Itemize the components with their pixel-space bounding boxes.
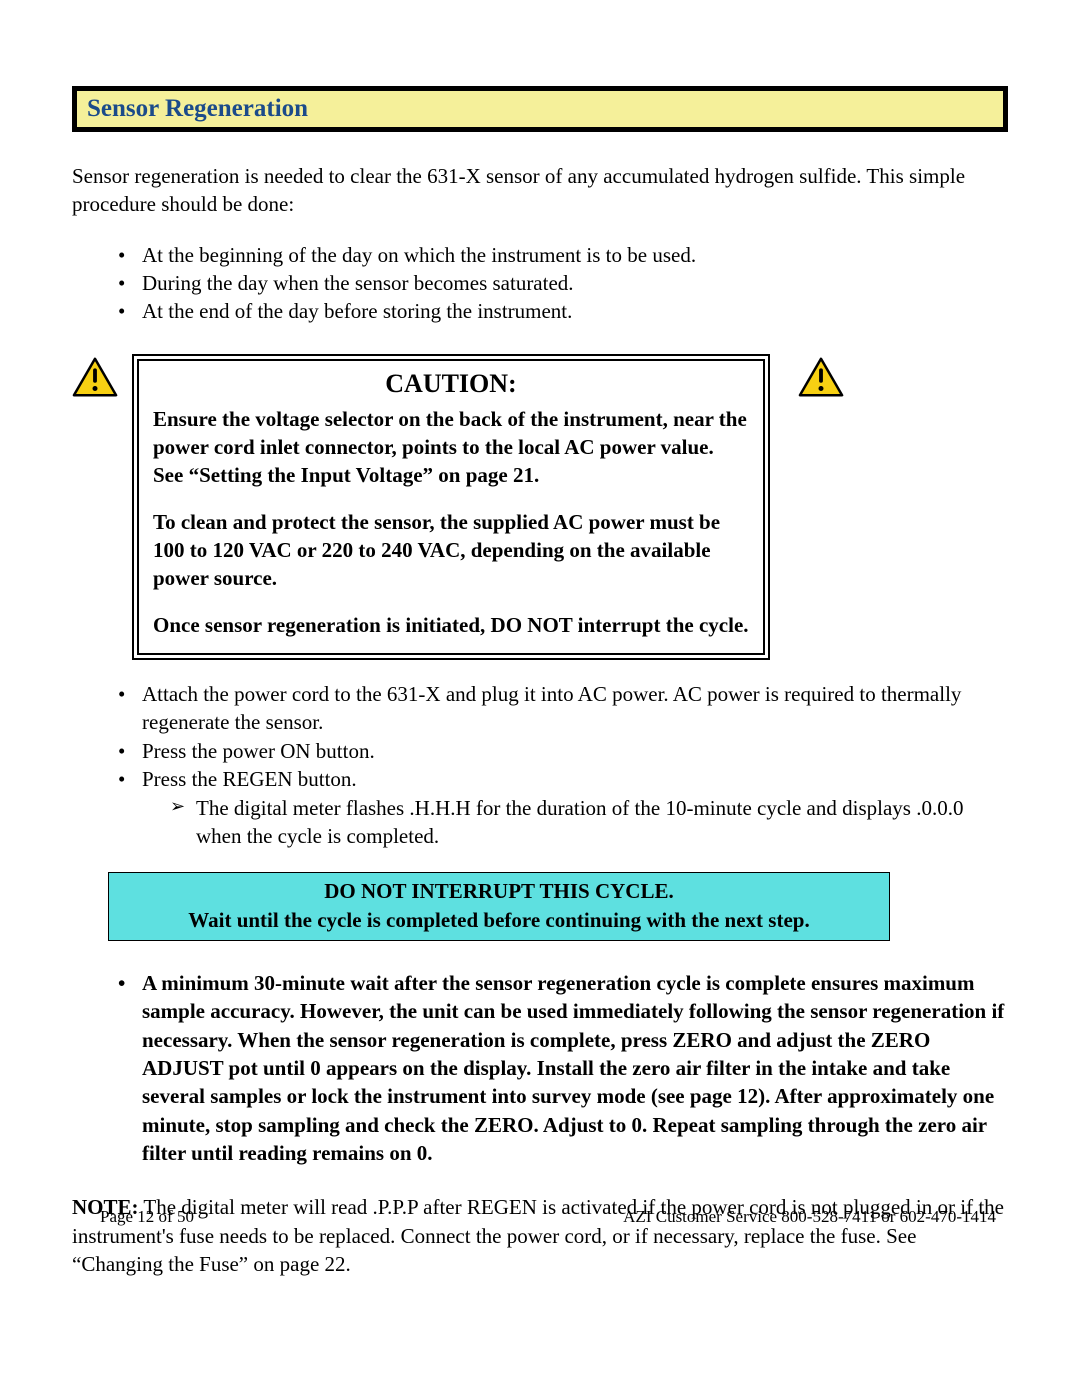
caution-row: CAUTION: Ensure the voltage selector on … <box>72 354 1008 660</box>
section-header: Sensor Regeneration <box>72 86 1008 132</box>
list-item: At the beginning of the day on which the… <box>124 241 1008 269</box>
list-item: At the end of the day before storing the… <box>124 297 1008 325</box>
caution-title: CAUTION: <box>153 369 749 399</box>
bold-list-item: A minimum 30-minute wait after the senso… <box>124 969 1008 1167</box>
caution-para: Ensure the voltage selector on the back … <box>153 405 749 490</box>
warning-icon <box>72 356 118 398</box>
caution-para: To clean and protect the sensor, the sup… <box>153 508 749 593</box>
caution-box: CAUTION: Ensure the voltage selector on … <box>132 354 770 660</box>
warning-icon <box>798 356 844 398</box>
interrupt-warning-box: DO NOT INTERRUPT THIS CYCLE. Wait until … <box>108 872 890 941</box>
footer-page: Page 12 of 50 <box>100 1207 194 1227</box>
page-footer: Page 12 of 50 AZI Customer Service 800-5… <box>100 1207 996 1227</box>
sub-list: The digital meter flashes .H.H.H for the… <box>142 794 1008 851</box>
interrupt-line: DO NOT INTERRUPT THIS CYCLE. <box>117 877 881 905</box>
list-item: Attach the power cord to the 631-X and p… <box>124 680 1008 737</box>
bullet-list-b: Attach the power cord to the 631-X and p… <box>72 680 1008 850</box>
list-item: Press the REGEN button. The digital mete… <box>124 765 1008 850</box>
list-item: Press the power ON button. <box>124 737 1008 765</box>
bullet-list-a: At the beginning of the day on which the… <box>72 241 1008 326</box>
caution-para: Once sensor regeneration is initiated, D… <box>153 611 749 639</box>
list-item-text: Press the REGEN button. <box>142 767 357 791</box>
footer-contact: AZI Customer Service 800-528-7411 or 602… <box>623 1207 996 1227</box>
list-item: During the day when the sensor becomes s… <box>124 269 1008 297</box>
interrupt-line: Wait until the cycle is completed before… <box>117 906 881 934</box>
intro-text: Sensor regeneration is needed to clear t… <box>72 162 1008 219</box>
bold-bullet: A minimum 30-minute wait after the senso… <box>72 969 1008 1167</box>
sub-list-item: The digital meter flashes .H.H.H for the… <box>170 794 1008 851</box>
